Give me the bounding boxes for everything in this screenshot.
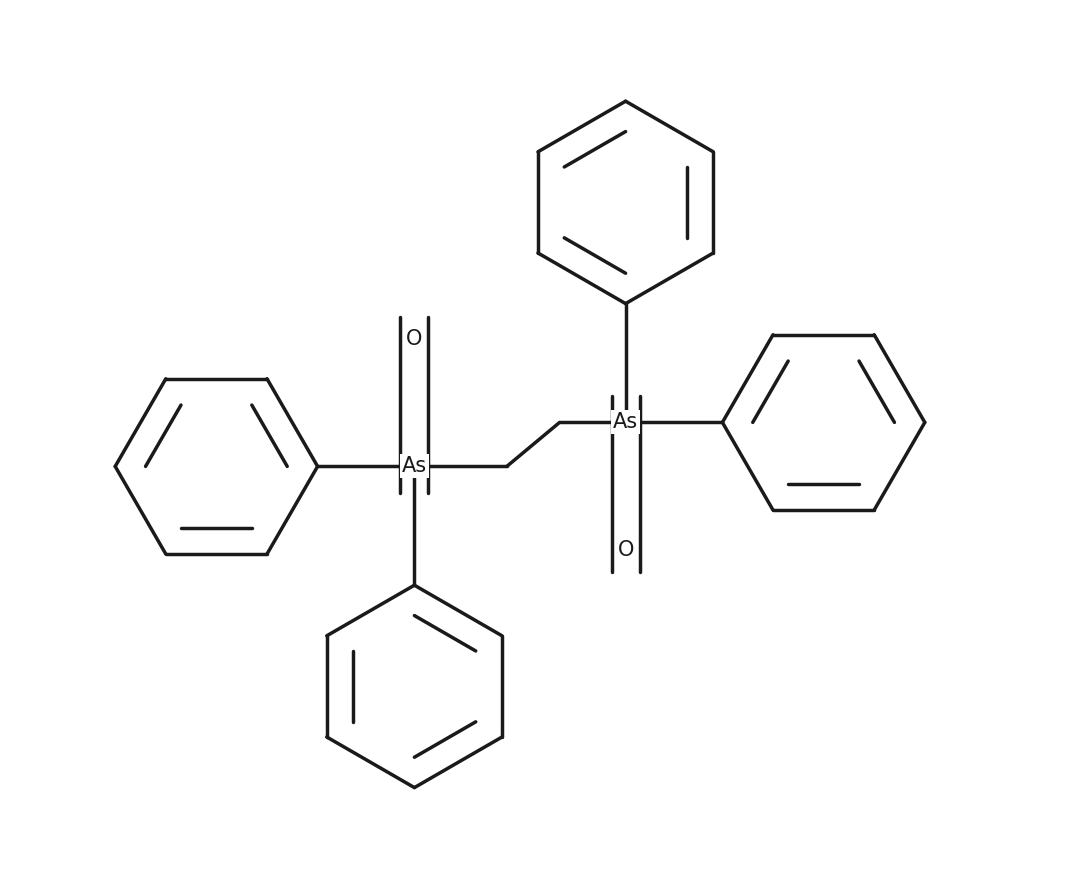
Text: O: O [618, 540, 634, 560]
Text: As: As [402, 457, 427, 476]
Text: As: As [614, 413, 638, 432]
Text: O: O [406, 329, 423, 348]
